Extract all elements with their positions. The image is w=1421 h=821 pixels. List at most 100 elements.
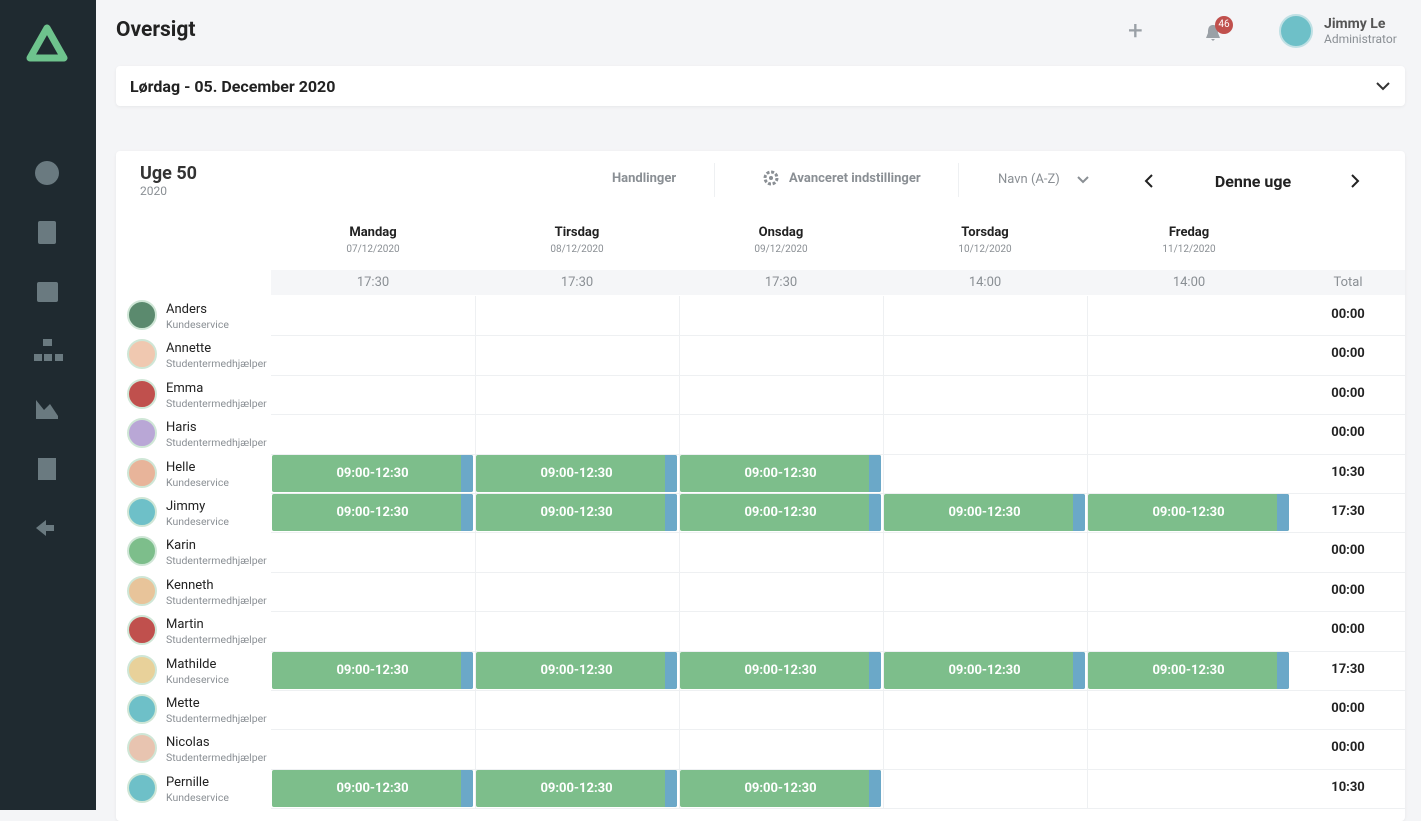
shift[interactable]: 09:00-12:30 (680, 454, 881, 492)
col-line (475, 768, 476, 809)
col-line (679, 414, 680, 454)
col-line (679, 296, 680, 336)
prev-week[interactable] (1143, 173, 1155, 189)
page-title: Oversigt (116, 18, 196, 42)
date-selector[interactable]: Lørdag - 05. December 2020 (116, 66, 1405, 106)
nav-logout[interactable] (36, 520, 54, 536)
col-line (475, 335, 476, 375)
employee-name: Haris (166, 420, 197, 436)
col-line (475, 414, 476, 454)
nav-org[interactable] (34, 339, 63, 361)
shift[interactable]: 09:00-12:30 (272, 494, 473, 531)
col-line (883, 374, 884, 415)
employee-avatar (127, 615, 157, 646)
col-line (475, 453, 476, 493)
shift[interactable]: 09:00-12:30 (680, 769, 881, 807)
col-line (1087, 650, 1088, 690)
employee-total: 00:00 (1331, 701, 1365, 716)
col-line (1087, 611, 1088, 651)
shift[interactable]: 09:00-12:30 (272, 454, 473, 492)
employee-total: 17:30 (1331, 661, 1365, 677)
employee-avatar (127, 457, 157, 488)
employee-role: Studentermedhjælper (166, 712, 267, 725)
col-line (1087, 374, 1088, 415)
row-line (271, 571, 1405, 573)
employee-avatar (127, 694, 157, 724)
employee-total: 00:00 (1331, 543, 1365, 559)
user-name: Jimmy Le (1324, 16, 1386, 32)
employee-avatar (127, 497, 157, 527)
nav-stats[interactable] (36, 400, 58, 419)
day-name: Tirsdag (554, 225, 600, 240)
col-line (679, 532, 680, 572)
shift[interactable]: 09:00-12:30 (680, 494, 881, 531)
shift[interactable]: 09:00-12:30 (476, 651, 677, 689)
nav-compass[interactable] (35, 161, 59, 185)
employee-avatar (127, 418, 157, 449)
col-line (1087, 453, 1088, 493)
sidebar (0, 0, 96, 810)
employee-role: Studentermedhjælper (166, 396, 267, 410)
shift[interactable]: 09:00-12:30 (272, 651, 473, 689)
shift[interactable]: 09:00-12:30 (272, 769, 473, 807)
employee-name: Martin (166, 617, 204, 633)
col-line (679, 571, 680, 612)
col-line (883, 729, 884, 769)
nav-building[interactable] (38, 458, 56, 480)
employee-total: 00:00 (1331, 307, 1365, 322)
day-date: 08/12/2020 (550, 244, 604, 255)
employee-name: Kenneth (166, 577, 214, 593)
row-line (271, 650, 1405, 652)
col-line (883, 532, 884, 572)
shift[interactable]: 09:00-12:30 (476, 494, 677, 531)
col-line (679, 690, 680, 730)
col-line (475, 571, 476, 612)
col-line (1087, 690, 1088, 730)
shift[interactable]: 09:00-12:30 (1088, 494, 1289, 531)
shift[interactable]: 09:00-12:30 (1088, 651, 1289, 689)
employee-name: Helle (166, 459, 196, 475)
shift[interactable]: 09:00-12:30 (884, 494, 1085, 531)
shift[interactable]: 09:00-12:30 (476, 769, 677, 807)
employee-avatar (127, 575, 157, 606)
day-name: Onsdag (758, 225, 804, 240)
logo[interactable] (26, 24, 68, 64)
nav-tasks[interactable] (38, 221, 56, 244)
col-line (475, 690, 476, 730)
shift[interactable]: 09:00-12:30 (884, 651, 1085, 689)
col-line (1087, 335, 1088, 375)
shift[interactable]: 09:00-12:30 (476, 454, 677, 492)
row-line (271, 414, 1405, 416)
employee-role: Studentermedhjælper (166, 436, 267, 450)
actions-button[interactable]: Handlinger (612, 171, 677, 186)
user-avatar[interactable] (1279, 14, 1313, 48)
employee-role: Studentermedhjælper (166, 633, 267, 647)
employee-role: Studentermedhjælper (166, 554, 267, 568)
year-label: 2020 (140, 184, 167, 198)
user-role: Administrator (1324, 32, 1397, 46)
sort-chevron (1077, 176, 1089, 184)
advanced-settings[interactable]: Avanceret indstillinger (789, 171, 921, 186)
day-date: 11/12/2020 (1162, 244, 1216, 255)
total-header: Total (1333, 275, 1363, 290)
add-button[interactable]: + (1128, 16, 1143, 46)
row-line (271, 690, 1405, 691)
sort-select[interactable]: Navn (A-Z) (998, 172, 1060, 187)
col-line (475, 611, 476, 651)
employee-role: Studentermedhjælper (166, 357, 267, 371)
employee-role: Studentermedhjælper (166, 593, 267, 607)
row-line (271, 335, 1405, 337)
row-line (271, 611, 1405, 613)
employee-name: Pernille (166, 774, 209, 790)
col-line (1087, 768, 1088, 809)
day-date: 10/12/2020 (958, 244, 1012, 255)
employee-name: Anders (166, 302, 207, 317)
nav-calendar[interactable] (37, 282, 58, 302)
next-week[interactable] (1349, 173, 1361, 189)
hours-row (271, 270, 1405, 295)
employee-role: Kundeservice (166, 318, 229, 331)
employee-role: Kundeservice (166, 475, 229, 489)
shift[interactable]: 09:00-12:30 (680, 651, 881, 689)
employee-role: Kundeservice (166, 672, 229, 686)
